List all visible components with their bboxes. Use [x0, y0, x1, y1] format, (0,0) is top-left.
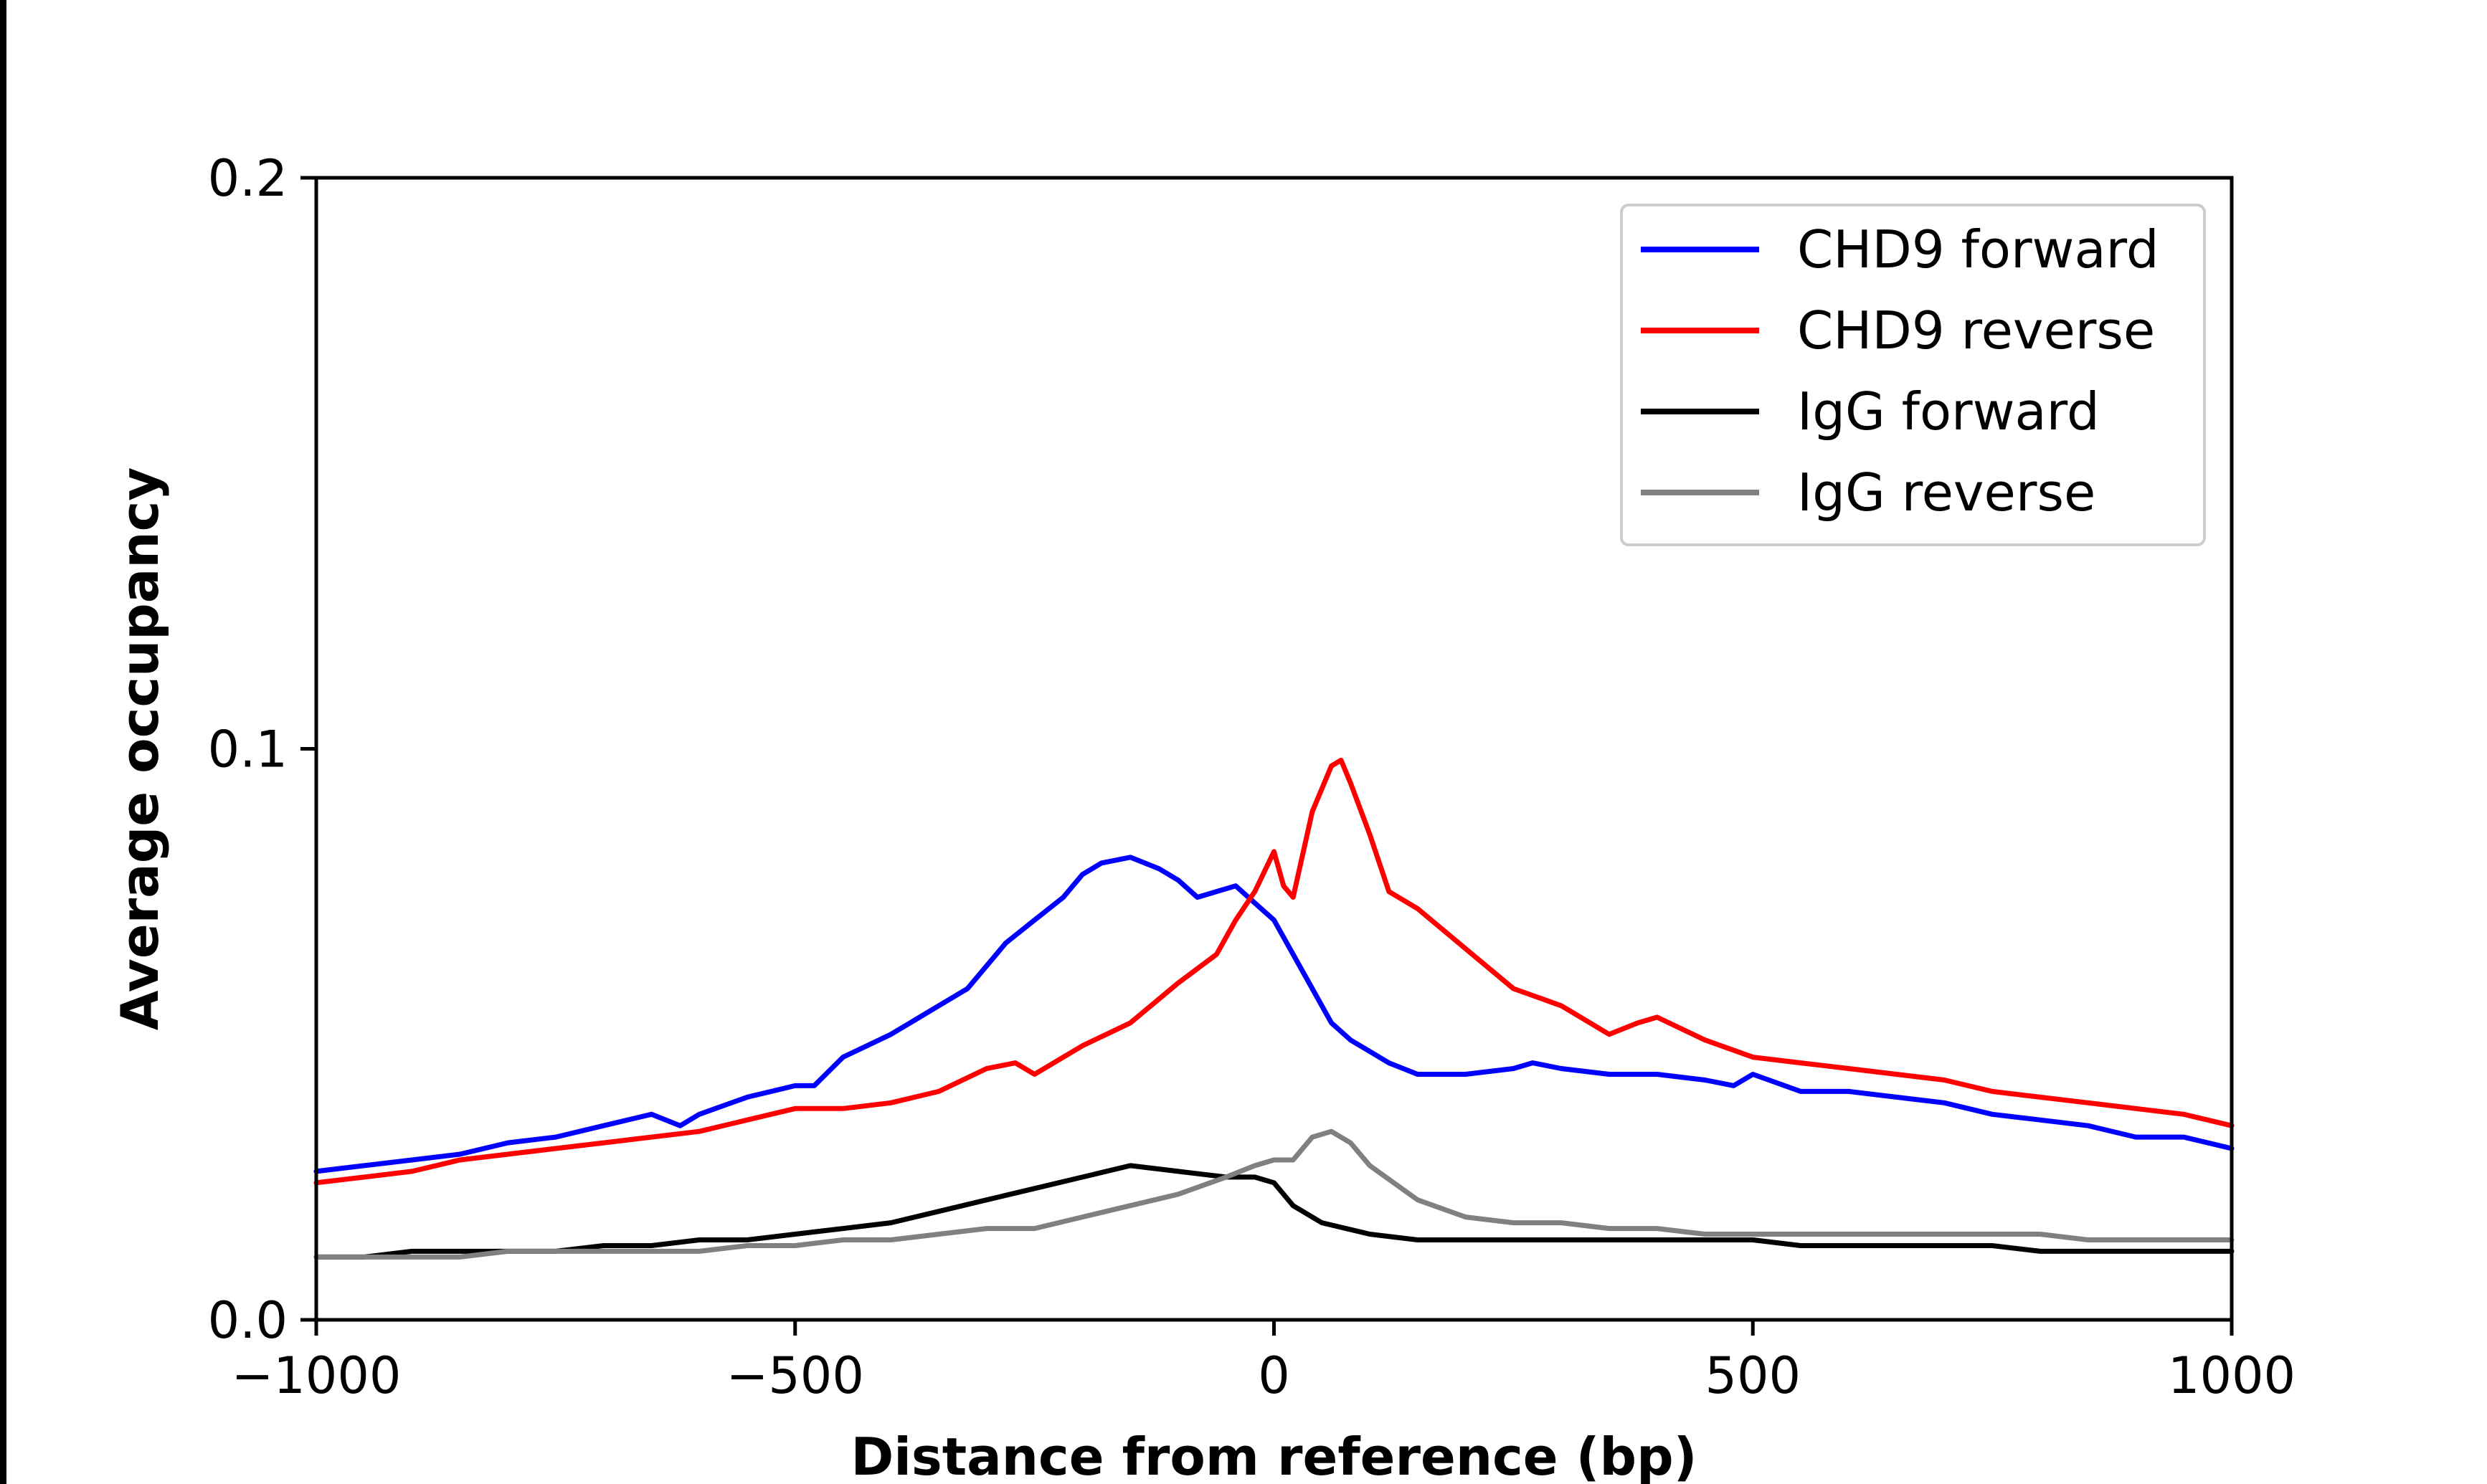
series-layer: [313, 757, 2235, 1260]
x-tick-label: −500: [726, 1346, 864, 1405]
y-tick-label: 0.1: [208, 720, 288, 779]
x-tick-label: 500: [1705, 1346, 1801, 1405]
legend-label-igg-forward: IgG forward: [1797, 381, 2100, 442]
series-line-igg-reverse: [313, 1128, 2235, 1260]
series-line-chd9-reverse: [313, 757, 2235, 1186]
legend-box: [1620, 204, 2206, 546]
frame-left-border: [0, 0, 6, 1484]
series-line-igg-forward: [313, 1163, 2235, 1260]
legend-label-chd9-forward: CHD9 forward: [1797, 219, 2159, 280]
series-line-chd9-forward: [313, 855, 2235, 1174]
y-tick-label: 0.0: [208, 1291, 288, 1350]
x-tick-label: 1000: [2168, 1346, 2296, 1405]
legend-label-chd9-reverse: CHD9 reverse: [1797, 300, 2155, 361]
x-tick-label: −1000: [232, 1346, 402, 1405]
x-tick-label: 0: [1258, 1346, 1290, 1405]
axis-ticks: −1000 −500 0 500 1000 0.0 0.1 0.2: [208, 149, 2296, 1405]
legend: CHD9 forward CHD9 reverse IgG forward IgG r…: [1620, 204, 2206, 546]
y-axis-title: Average occupancy: [110, 467, 170, 1031]
x-axis-title: Distance from reference (bp): [851, 1427, 1697, 1484]
y-tick-label: 0.2: [208, 149, 288, 208]
legend-label-igg-reverse: IgG reverse: [1797, 462, 2095, 523]
